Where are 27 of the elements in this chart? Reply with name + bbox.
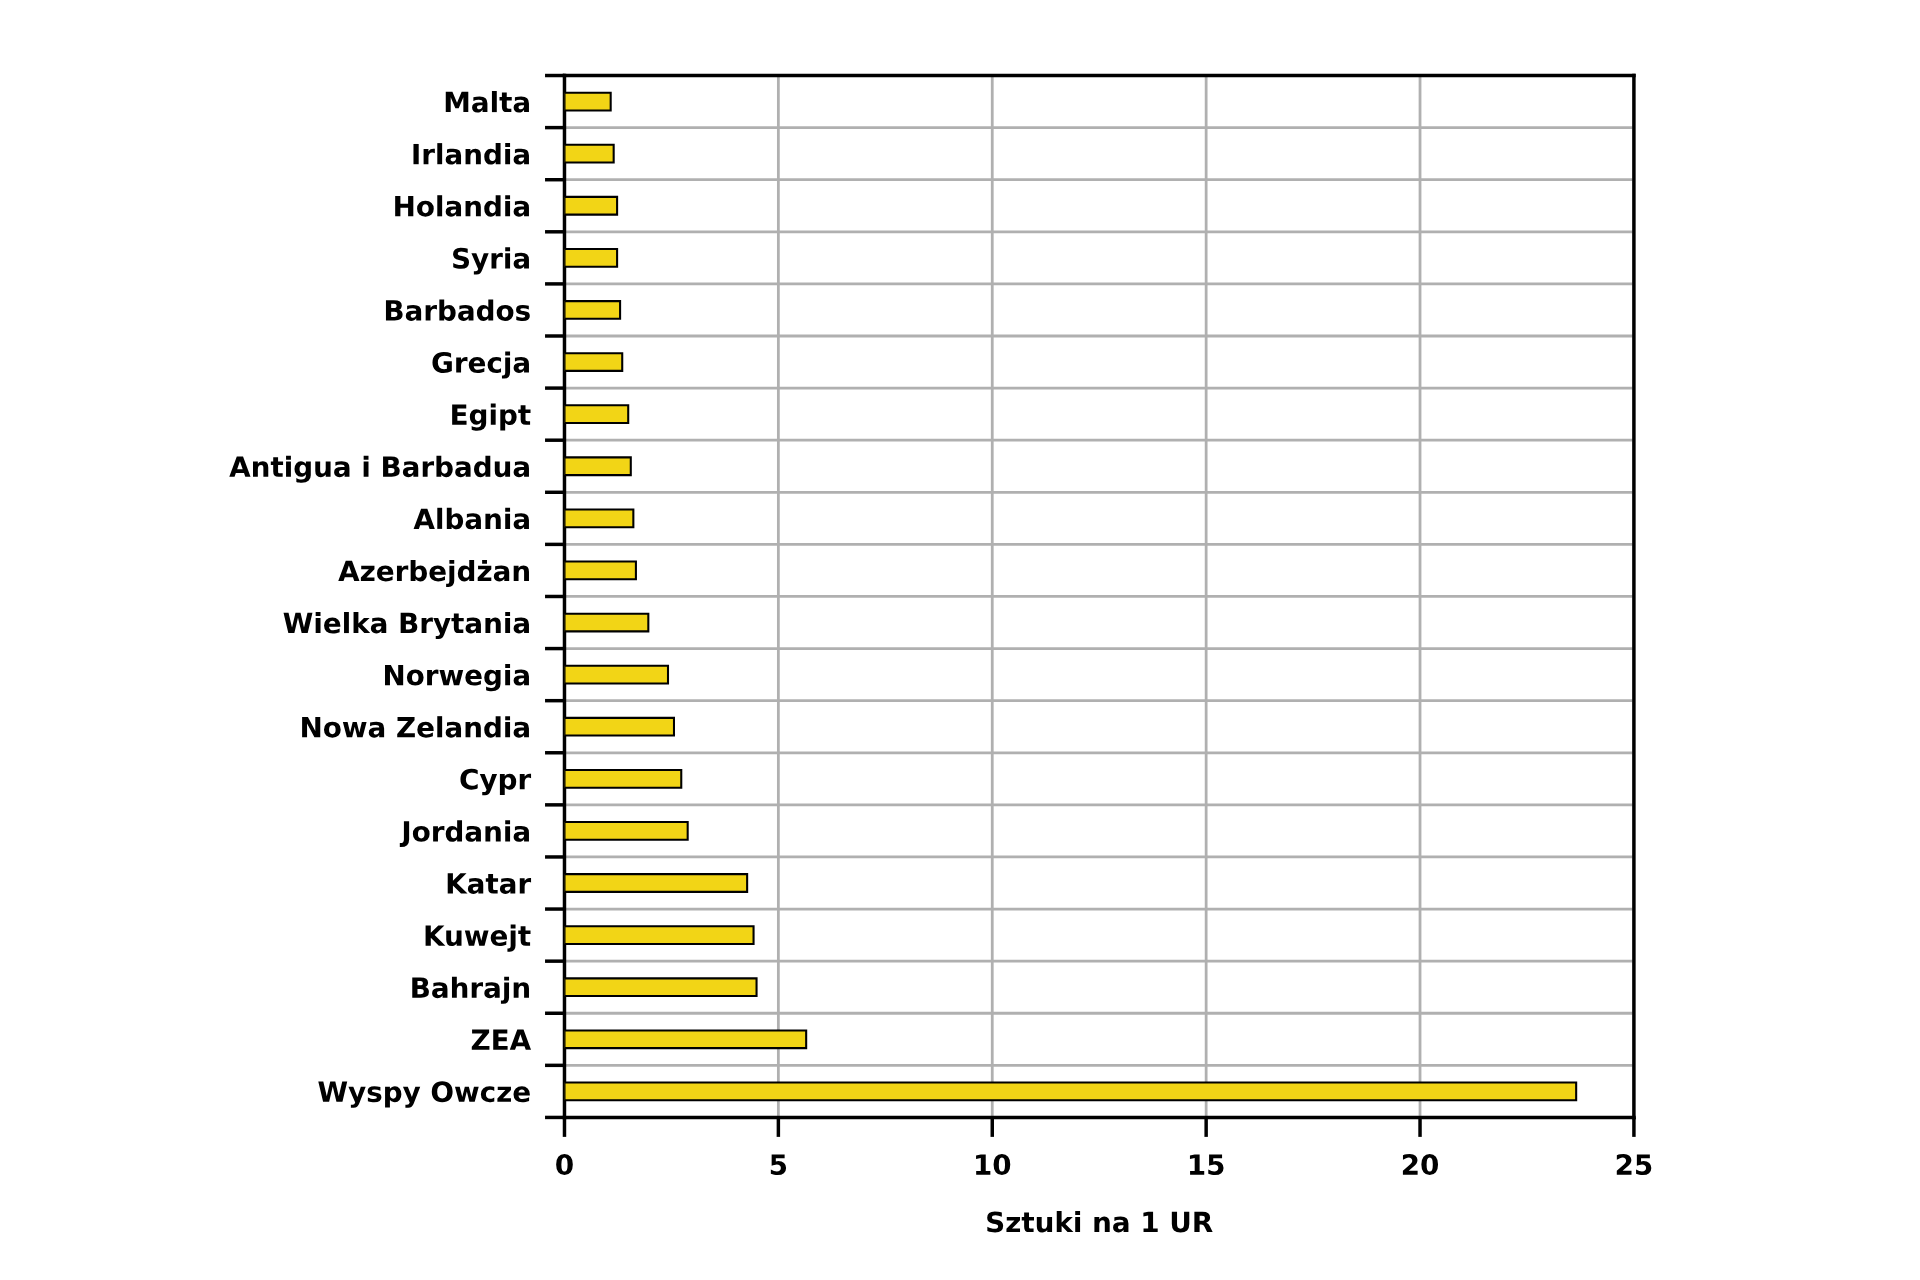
x-tick-label: 25 <box>1616 1154 1652 1176</box>
y-tick-label: Norwegia <box>385 664 529 692</box>
x-tick-label: 0 <box>556 1154 573 1176</box>
y-tick-label: Wyspy Owcze <box>318 1081 530 1108</box>
y-tick-label: Syria <box>453 247 529 275</box>
y-tick-label: Katar <box>447 873 532 894</box>
x-tick-label: 10 <box>976 1154 1011 1176</box>
y-tick-label: Malta <box>445 91 529 113</box>
y-tick-label: Holandia <box>395 195 529 217</box>
y-tick-label: Barbados <box>385 299 530 321</box>
x-tick-label: 20 <box>1402 1154 1439 1176</box>
y-tick-label: Egipt <box>452 403 531 431</box>
x-axis-title: Sztuki na 1 UR <box>987 1210 1213 1233</box>
y-tick-label: Jordania <box>399 820 529 848</box>
y-tick-label: Bahrajn <box>412 976 529 1004</box>
x-tick-label: 15 <box>1189 1154 1224 1176</box>
y-tick-label: Albania <box>413 507 529 530</box>
y-tick-label: Grecja <box>432 351 529 379</box>
y-tick-label: Azerbejdżan <box>338 559 529 587</box>
y-tick-label: Wielka Brytania <box>283 611 529 640</box>
y-tick-label: Kuwejt <box>425 924 531 952</box>
y-tick-label: Nowa Zelandia <box>302 716 529 738</box>
y-tick-label: Antigua i Barbadua <box>229 455 529 483</box>
y-tick-label: Cypr <box>460 768 532 796</box>
x-tick-label: 5 <box>770 1154 787 1176</box>
y-tick-label: ZEA <box>471 1029 532 1050</box>
y-tick-label: Irlandia <box>413 143 529 165</box>
